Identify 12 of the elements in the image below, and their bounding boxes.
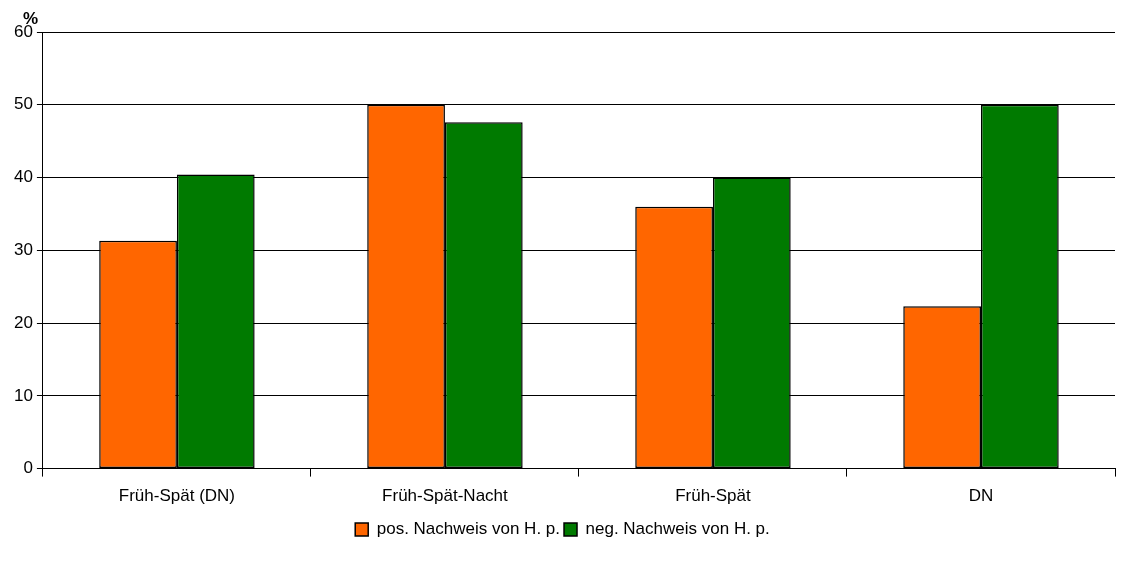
y-tick-label: 30 — [13, 239, 33, 259]
x-tick-label: DN — [968, 486, 994, 506]
y-tick-label: 40 — [13, 167, 33, 187]
y-tick-label: 10 — [13, 385, 33, 405]
x-tick-label: Früh-Spät — [675, 486, 752, 506]
x-tick-label: Früh-Spät (DN) — [118, 486, 236, 506]
legend-label: neg. Nachweis von H. p. — [585, 519, 770, 539]
y-tick-label: 0 — [23, 458, 33, 478]
x-tick-label: Früh-Spät-Nacht — [382, 486, 509, 506]
legend-label: pos. Nachweis von H. p. — [376, 519, 561, 539]
y-tick-label: 50 — [13, 94, 33, 114]
y-tick-label: 20 — [13, 312, 33, 332]
